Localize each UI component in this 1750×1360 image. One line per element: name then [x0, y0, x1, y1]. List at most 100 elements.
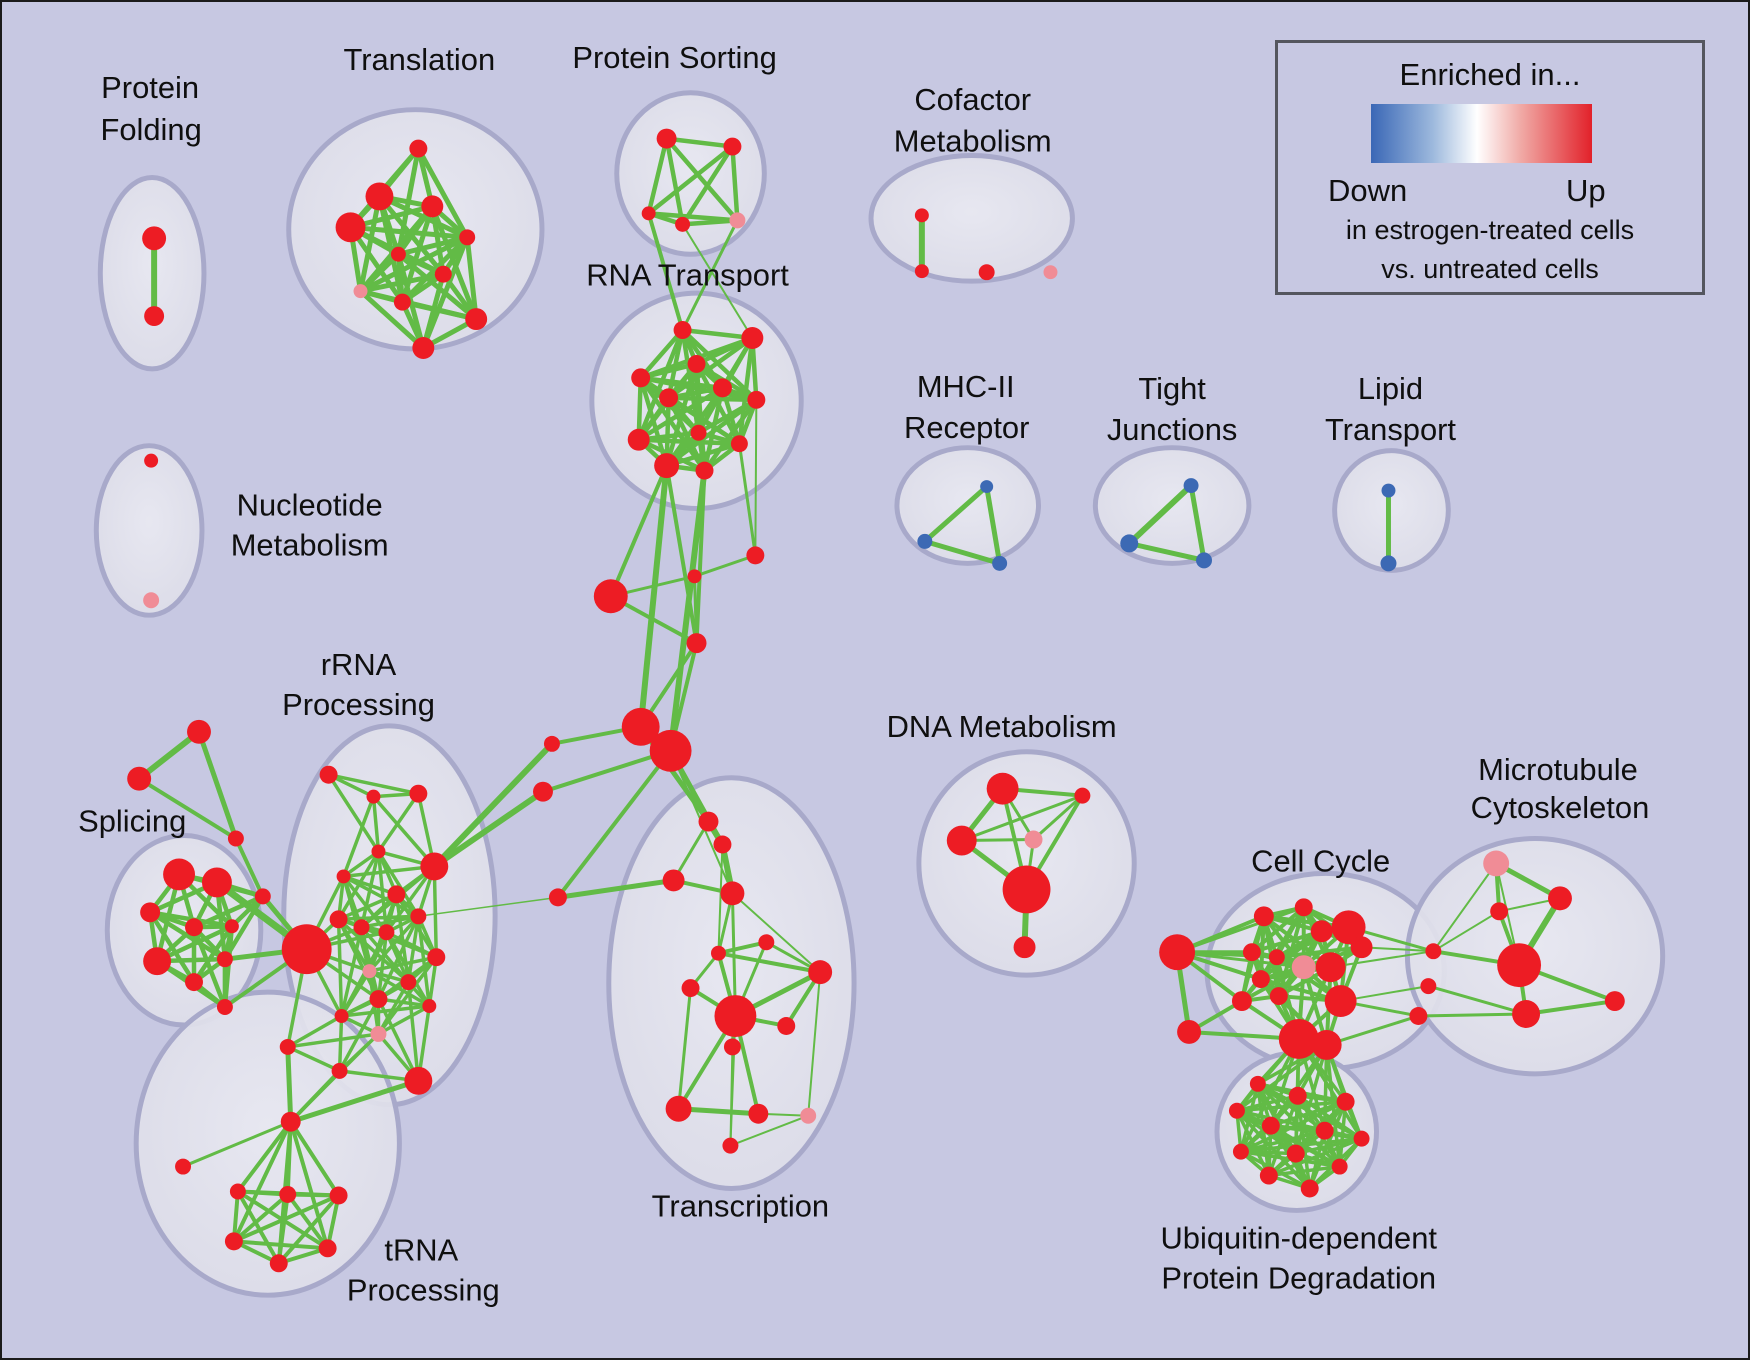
- node-d2[interactable]: [1074, 787, 1091, 804]
- node-cc10[interactable]: [1269, 987, 1288, 1006]
- node-rt9[interactable]: [627, 428, 650, 451]
- node-tn6[interactable]: [269, 1254, 288, 1273]
- node-c8[interactable]: [533, 781, 553, 802]
- node-ub5[interactable]: [1261, 1116, 1280, 1135]
- node-mt3[interactable]: [1490, 902, 1509, 921]
- node-pf2[interactable]: [144, 306, 165, 327]
- node-d3[interactable]: [946, 825, 977, 856]
- node-ub1[interactable]: [1249, 1075, 1266, 1092]
- node-tr1[interactable]: [698, 811, 719, 832]
- node-ub4[interactable]: [1228, 1102, 1245, 1119]
- node-rr6[interactable]: [420, 852, 449, 881]
- node-vc3[interactable]: [1409, 1007, 1428, 1025]
- node-cc1[interactable]: [1177, 1019, 1202, 1044]
- node-nm2[interactable]: [143, 592, 160, 609]
- node-rr9[interactable]: [353, 919, 370, 936]
- node-rr18[interactable]: [370, 1025, 387, 1042]
- node-vc2[interactable]: [1420, 978, 1437, 995]
- node-t10[interactable]: [465, 308, 488, 331]
- node-rt3[interactable]: [687, 354, 706, 373]
- node-rr3[interactable]: [409, 784, 428, 803]
- node-rt5[interactable]: [712, 378, 732, 398]
- node-ub10[interactable]: [1331, 1158, 1348, 1175]
- node-rr22[interactable]: [279, 1038, 296, 1055]
- node-sp10[interactable]: [216, 999, 233, 1016]
- node-rt2[interactable]: [741, 327, 764, 349]
- node-sp8[interactable]: [216, 951, 233, 968]
- node-cc4[interactable]: [1310, 920, 1333, 943]
- node-rr15[interactable]: [369, 990, 388, 1009]
- node-sp5[interactable]: [224, 919, 239, 934]
- node-tr2[interactable]: [713, 835, 732, 854]
- node-ub12[interactable]: [1300, 1179, 1319, 1198]
- node-rt12[interactable]: [695, 461, 714, 480]
- node-c3[interactable]: [746, 546, 765, 565]
- node-rr4[interactable]: [371, 844, 386, 859]
- node-cc9[interactable]: [1251, 970, 1270, 989]
- node-cf2[interactable]: [914, 264, 929, 279]
- node-t7[interactable]: [434, 265, 452, 283]
- node-c7[interactable]: [543, 735, 560, 752]
- node-c6[interactable]: [649, 729, 692, 772]
- node-rr7[interactable]: [387, 885, 406, 904]
- node-sp2[interactable]: [201, 867, 232, 898]
- node-spt1[interactable]: [187, 719, 211, 744]
- node-rt11[interactable]: [654, 453, 680, 479]
- node-sp9[interactable]: [254, 888, 271, 905]
- node-ub7[interactable]: [1353, 1130, 1370, 1147]
- node-d4[interactable]: [1024, 830, 1043, 849]
- node-c4[interactable]: [686, 633, 707, 654]
- node-tr13[interactable]: [665, 1095, 692, 1122]
- node-rt7[interactable]: [747, 390, 766, 409]
- node-mt1[interactable]: [1483, 850, 1510, 877]
- node-cf4[interactable]: [1043, 265, 1058, 280]
- node-nm1[interactable]: [144, 453, 159, 468]
- node-ps4[interactable]: [675, 216, 691, 232]
- node-rr19[interactable]: [334, 1009, 349, 1023]
- node-rr8[interactable]: [329, 910, 348, 929]
- node-rr21[interactable]: [331, 1062, 348, 1079]
- node-rr13[interactable]: [362, 964, 377, 979]
- node-tr3[interactable]: [662, 869, 685, 892]
- node-cc12[interactable]: [1315, 952, 1346, 983]
- node-cc5[interactable]: [1331, 910, 1366, 945]
- node-c5[interactable]: [621, 707, 660, 746]
- node-tn3[interactable]: [329, 1186, 348, 1205]
- node-tj3[interactable]: [1196, 552, 1213, 569]
- node-ub6[interactable]: [1315, 1121, 1334, 1140]
- node-ub11[interactable]: [1259, 1166, 1278, 1185]
- node-m1[interactable]: [980, 480, 994, 494]
- node-tn4[interactable]: [224, 1232, 243, 1251]
- node-rt1[interactable]: [673, 321, 692, 340]
- node-ub8[interactable]: [1232, 1143, 1249, 1160]
- node-rr2[interactable]: [366, 789, 381, 804]
- node-ps5[interactable]: [729, 212, 746, 229]
- node-tr7[interactable]: [758, 934, 775, 951]
- node-rr20[interactable]: [422, 999, 437, 1014]
- node-tr11[interactable]: [777, 1017, 796, 1035]
- node-pf1[interactable]: [142, 226, 167, 251]
- node-cc13[interactable]: [1324, 985, 1357, 1018]
- node-ubb2[interactable]: [1311, 1029, 1342, 1060]
- node-t9[interactable]: [393, 293, 411, 311]
- node-t3[interactable]: [335, 212, 366, 243]
- node-d5[interactable]: [1002, 865, 1051, 914]
- node-tn_hub[interactable]: [280, 1111, 301, 1132]
- node-t6[interactable]: [390, 246, 406, 262]
- node-rt10[interactable]: [730, 435, 748, 453]
- node-spt3[interactable]: [227, 830, 244, 847]
- node-rt6[interactable]: [659, 388, 679, 408]
- node-cf1[interactable]: [914, 208, 929, 223]
- node-t11[interactable]: [412, 337, 435, 359]
- node-rr5[interactable]: [336, 869, 351, 884]
- node-vc1[interactable]: [1425, 943, 1442, 960]
- node-ps2[interactable]: [723, 137, 742, 156]
- node-sp6[interactable]: [143, 947, 172, 976]
- node-ps3[interactable]: [641, 206, 656, 221]
- node-sp7[interactable]: [185, 973, 203, 992]
- node-ps1[interactable]: [656, 128, 677, 149]
- node-sp1[interactable]: [163, 858, 196, 891]
- node-cc14[interactable]: [1350, 936, 1373, 959]
- node-c1[interactable]: [593, 579, 628, 614]
- node-t8[interactable]: [353, 284, 368, 299]
